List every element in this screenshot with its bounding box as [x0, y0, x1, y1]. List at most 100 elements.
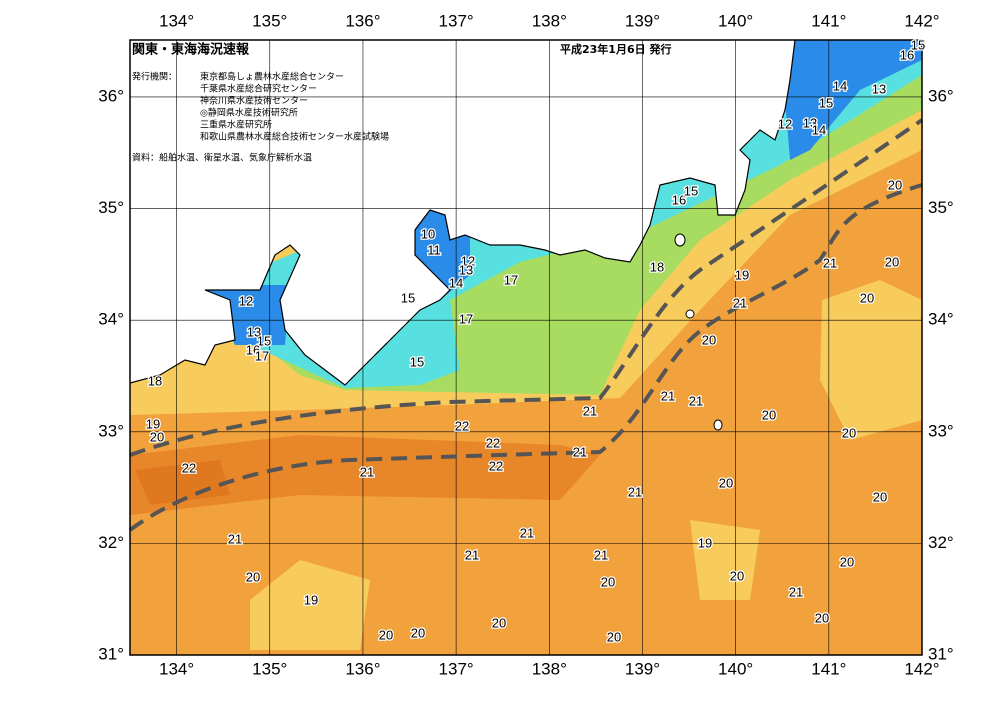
contour-label: 22 [486, 435, 500, 450]
lat-label: 34° [928, 310, 954, 329]
lon-label: 135° [252, 659, 287, 678]
lat-label: 31° [98, 644, 124, 663]
contour-label: 20 [601, 574, 615, 589]
islands [674, 233, 723, 431]
contour-label: 21 [733, 295, 747, 310]
lon-label: 141° [811, 11, 846, 30]
lat-label: 32° [928, 533, 954, 552]
contour-label: 20 [702, 332, 716, 347]
contour-label: 18 [650, 259, 664, 274]
contour-label: 21 [573, 444, 587, 459]
contour-label: 20 [842, 425, 856, 440]
contour-label: 16 [900, 47, 914, 62]
lon-label: 139° [625, 11, 660, 30]
kuroshio-axis [128, 118, 924, 532]
issuer: 神奈川県水産技術センター [200, 95, 308, 107]
contour-label: 14 [833, 78, 847, 93]
lon-label: 141° [811, 659, 846, 678]
contour-label: 13 [803, 115, 817, 130]
contour-label: 14 [812, 122, 826, 137]
contour-label: 15 [401, 290, 415, 305]
lon-label: 142° [904, 11, 939, 30]
contour-label: 19 [698, 535, 712, 550]
contour-label: 20 [492, 615, 506, 630]
lon-label: 140° [718, 11, 753, 30]
contour-label: 16 [246, 342, 260, 357]
contour-label: 20 [607, 629, 621, 644]
contour-label: 19 [146, 416, 160, 431]
contour-label: 22 [455, 418, 469, 433]
contour-label: 17 [459, 311, 473, 326]
contour-label: 12 [239, 293, 253, 308]
lon-label: 136° [345, 11, 380, 30]
contour-label: 13 [247, 324, 261, 339]
contour-label: 21 [594, 547, 608, 562]
contour-label: 18 [148, 373, 162, 388]
lon-label: 138° [532, 659, 567, 678]
contour-label: 21 [789, 584, 803, 599]
contour-label: 15 [819, 95, 833, 110]
contour-label: 19 [735, 267, 749, 282]
contour-label: 11 [427, 242, 441, 257]
contour-label: 16 [672, 192, 686, 207]
contour-label: 21 [628, 484, 642, 499]
contour-label: 14 [449, 275, 463, 290]
contour-label: 21 [689, 393, 703, 408]
contour-label: 15 [684, 183, 698, 198]
lat-label: 33° [928, 421, 954, 440]
contour-label: 10 [421, 226, 435, 241]
issuer: ◎静岡県水産技術研究所 [200, 107, 298, 119]
lat-label: 36° [928, 86, 954, 105]
lon-label: 136° [345, 659, 380, 678]
contour-label: 20 [840, 554, 854, 569]
lon-label: 134° [159, 11, 194, 30]
contour-label: 21 [520, 525, 534, 540]
lat-label: 34° [98, 310, 124, 329]
contour-label: 20 [246, 569, 260, 584]
contour-label: 15 [257, 333, 271, 348]
contour-label: 21 [228, 531, 242, 546]
contour-label: 20 [885, 254, 899, 269]
contour-label: 21 [360, 464, 374, 479]
issuer-label: 発行機関： [132, 71, 177, 83]
lat-label: 35° [98, 198, 124, 217]
issuer: 三重県水産研究所 [200, 119, 272, 131]
contour-label: 17 [504, 272, 518, 287]
contour-label: 20 [411, 625, 425, 640]
contour-label: 20 [888, 177, 902, 192]
contour-label: 22 [489, 458, 503, 473]
contour-label: 17 [255, 348, 269, 363]
title: 関東・東海海況速報 [132, 42, 250, 58]
lat-label: 35° [928, 198, 954, 217]
contour-label: 22 [182, 460, 196, 475]
map-frame [129, 39, 923, 656]
contour-label: 20 [860, 290, 874, 305]
source-note: 資料：船舶水温、衛星水温、気象庁解析水温 [132, 152, 312, 164]
lat-label: 33° [98, 421, 124, 440]
lon-label: 137° [439, 11, 474, 30]
contour-label: 20 [730, 568, 744, 583]
contour-label: 13 [459, 262, 473, 277]
contour-label: 20 [815, 610, 829, 625]
contour-label: 20 [719, 475, 733, 490]
issuer: 千葉県水産総合研究センター [200, 83, 317, 95]
contour-label: 21 [661, 388, 675, 403]
lat-label: 31° [928, 644, 954, 663]
lon-label: 135° [252, 11, 287, 30]
contour-label: 15 [911, 37, 925, 52]
lon-label: 134° [159, 659, 194, 678]
contour-label: 20 [379, 627, 393, 642]
lon-label: 138° [532, 11, 567, 30]
lon-label: 142° [904, 659, 939, 678]
contour-label: 19 [304, 592, 318, 607]
contour-label: 20 [150, 429, 164, 444]
lon-label: 140° [718, 659, 753, 678]
contour-label: 20 [873, 489, 887, 504]
contour-label: 20 [762, 407, 776, 422]
issuer: 東京都島しょ農林水産総合センター [200, 71, 344, 83]
lon-label: 139° [625, 659, 660, 678]
contour-label: 15 [410, 354, 424, 369]
issue-date: 平成23年1月6日 発行 [560, 42, 671, 56]
contour-label: 21 [465, 547, 479, 562]
